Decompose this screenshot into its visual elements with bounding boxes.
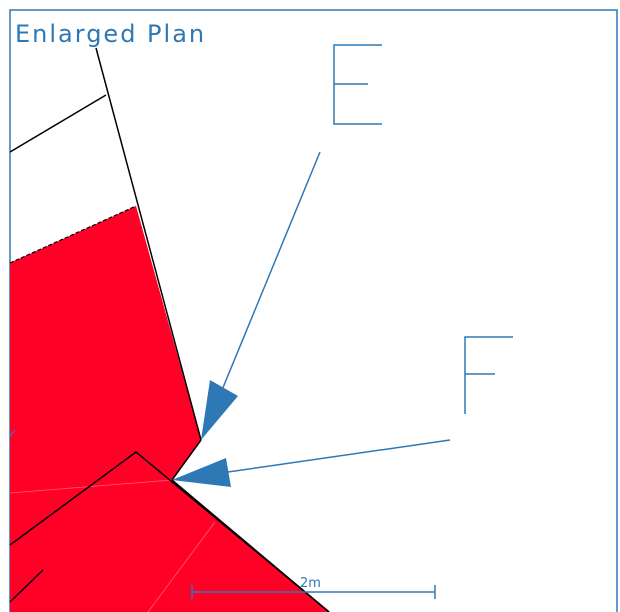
drawing-title: Enlarged Plan [15,20,206,48]
wall-line [9,569,44,603]
wall-line [171,439,202,481]
label-e [333,44,382,125]
wall-line [171,479,330,612]
scale-bar [191,585,436,599]
edge-tick [9,429,16,437]
wall-line [95,47,202,441]
dashed-boundary [9,205,137,264]
scale-bar-label: 2m [300,576,321,591]
red-region-lower [10,480,329,612]
red-region-upper [10,206,201,493]
arrow-f-head [172,458,231,487]
label-f [464,336,513,414]
arrow-e-head [201,380,238,440]
arrow-f-shaft [227,439,451,473]
joint-line [9,479,173,494]
joint-line [147,521,216,612]
arrow-e-shaft [221,151,321,391]
wall-line [9,94,107,153]
wall-line [9,451,137,546]
